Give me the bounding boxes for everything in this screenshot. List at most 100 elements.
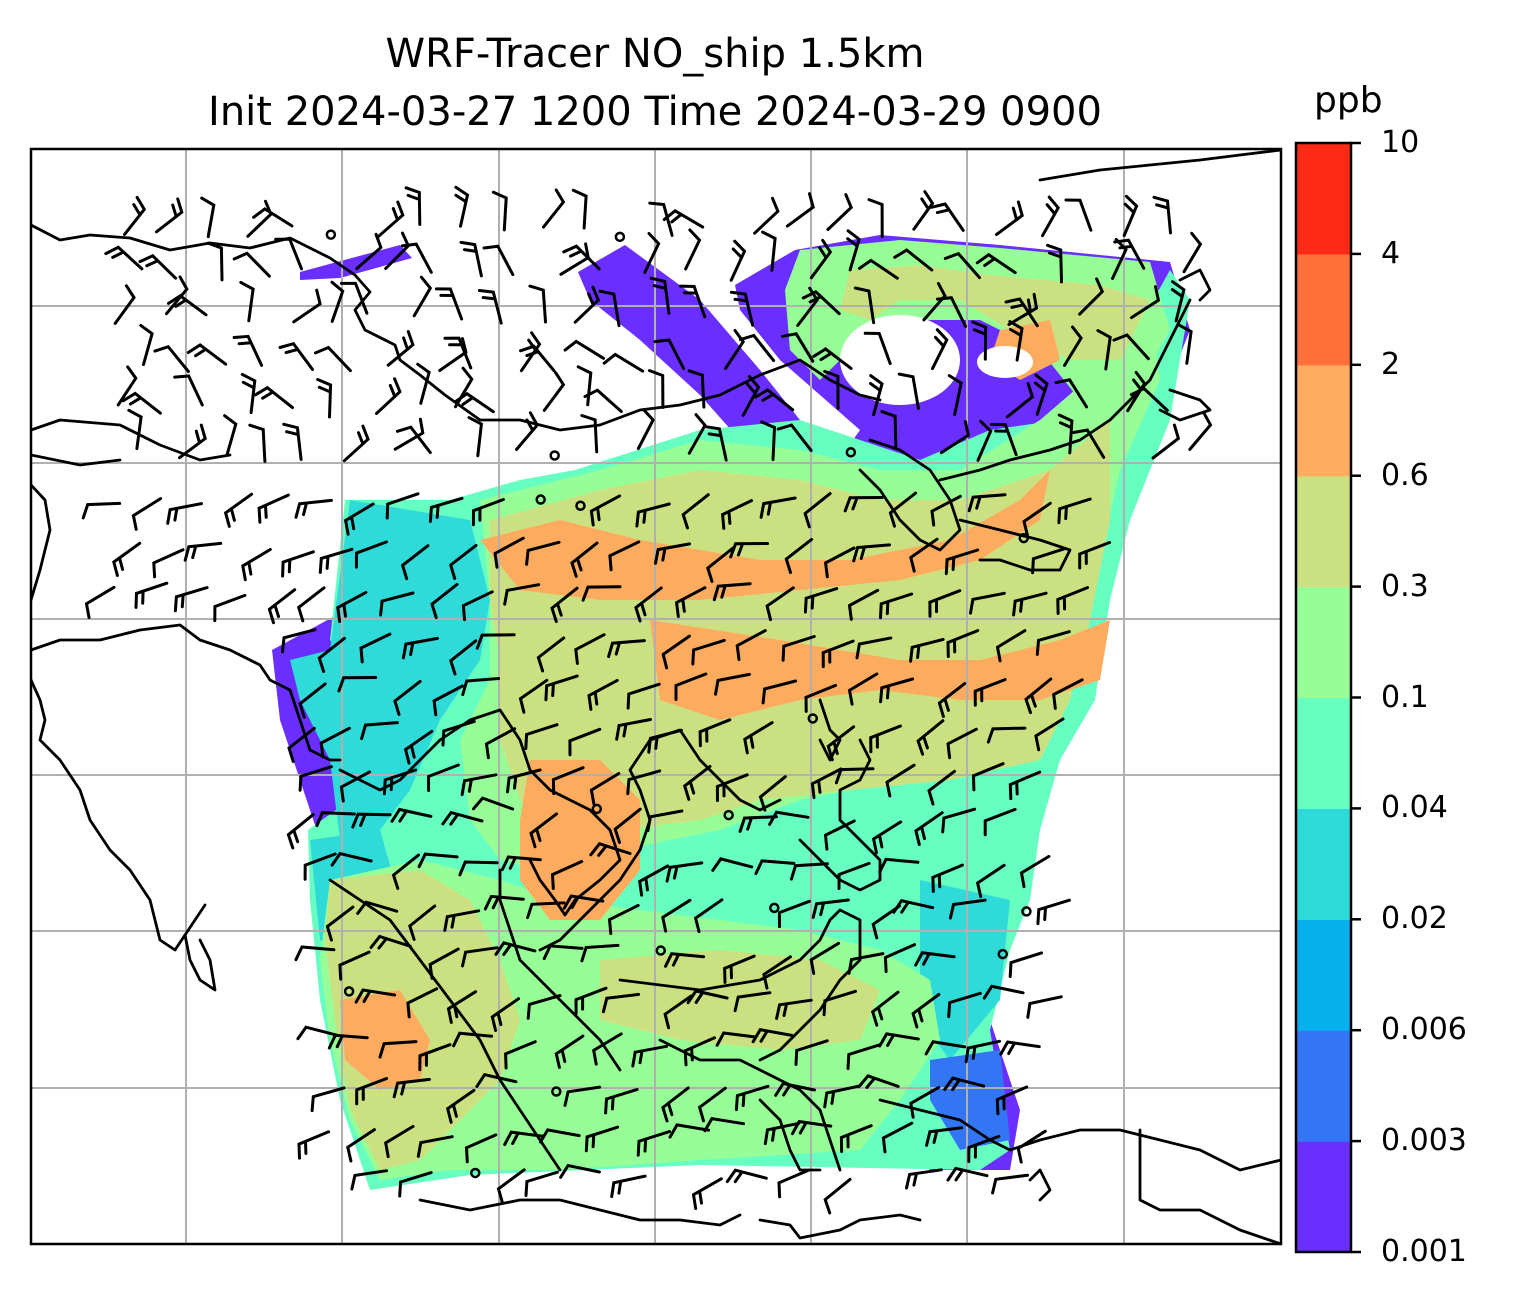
wind-barb <box>200 196 216 239</box>
wind-barb <box>330 851 373 867</box>
wind-barb <box>186 343 228 366</box>
wind-barb <box>947 991 982 1019</box>
wind-barb <box>443 909 481 932</box>
wind-barb <box>84 585 116 619</box>
wind-barb <box>604 1088 639 1115</box>
wind-barb <box>571 188 588 230</box>
wind-barb <box>296 586 326 623</box>
wind-barb <box>303 852 337 881</box>
wind-barb <box>909 1085 941 1119</box>
wind-barb <box>403 729 434 765</box>
wind-barb <box>1007 292 1039 326</box>
wind-barb <box>964 1039 1001 1064</box>
wind-barb <box>232 251 271 278</box>
wind-barb <box>947 374 963 416</box>
wind-barb <box>528 284 547 324</box>
wind-barb <box>763 1121 801 1146</box>
wind-barb <box>1026 995 1063 1019</box>
wind-barb <box>173 586 209 613</box>
wind-barb <box>139 323 154 366</box>
wind-barb <box>248 423 267 463</box>
wind-barb <box>892 899 935 914</box>
coastline-segment-22 <box>938 298 1192 482</box>
wind-barb <box>292 288 322 324</box>
wind-barb <box>648 201 674 237</box>
wind-barb <box>375 377 402 415</box>
wind-barb <box>1188 411 1213 451</box>
wind-barb <box>393 417 425 451</box>
wind-barb <box>664 952 706 968</box>
wind-barb <box>386 330 415 367</box>
wind-barb <box>810 767 843 800</box>
coastline-segment-26 <box>1028 1168 1052 1202</box>
wind-barb <box>753 196 780 235</box>
wind-barb <box>812 347 853 370</box>
wind-barb <box>526 994 562 1020</box>
wind-barb <box>935 296 967 328</box>
wind-barb <box>724 329 746 370</box>
wind-barb <box>400 544 430 581</box>
wind-barb-calm <box>1018 532 1030 544</box>
wind-barb <box>246 199 273 238</box>
wind-barb <box>1052 678 1084 710</box>
coastline-segment-21 <box>858 438 962 552</box>
wind-barb <box>668 1123 711 1139</box>
wind-barb <box>735 629 767 662</box>
coastline-segment-5 <box>31 678 207 952</box>
wind-barb <box>494 941 537 956</box>
wind-barb <box>615 718 652 741</box>
wind-barb <box>360 721 399 741</box>
wind-barb <box>649 276 671 315</box>
wind-barb <box>454 391 495 414</box>
wind-barb <box>924 1040 967 1056</box>
wind-barb <box>493 536 525 569</box>
wind-barb <box>576 365 593 407</box>
wind-barb <box>943 251 981 280</box>
wind-barb <box>1182 231 1203 274</box>
wind-barb <box>359 632 392 664</box>
wind-barb <box>461 946 499 968</box>
wind-barb <box>173 374 204 407</box>
wind-barb <box>430 582 459 620</box>
wind-barb <box>337 676 378 693</box>
wind-barb <box>686 989 729 1005</box>
wind-barb <box>1129 386 1169 412</box>
wind-barb <box>336 590 368 623</box>
wind-barb <box>607 903 640 935</box>
wind-barb <box>1008 320 1024 362</box>
wind-barb <box>506 768 542 794</box>
wind-barb <box>298 765 333 792</box>
tracer-concentration-field <box>272 235 1190 1190</box>
colorbar-segment-3 <box>1296 808 1351 920</box>
wind-barb <box>1072 428 1106 459</box>
wind-barb <box>1057 413 1074 455</box>
wind-barb <box>811 898 850 919</box>
wind-barb <box>382 768 418 796</box>
wind-barb <box>294 498 333 519</box>
wind-barb <box>1041 195 1061 238</box>
wind-barb <box>471 498 505 527</box>
wind-barb <box>1016 1129 1047 1164</box>
wind-barb <box>550 586 579 623</box>
wind-barb <box>426 763 460 792</box>
coastline-segment-3 <box>31 483 52 602</box>
wind-barb <box>1033 373 1049 416</box>
wind-barb <box>484 727 517 760</box>
tracer-contour-cyan-6 <box>290 500 490 840</box>
wind-barb <box>711 857 754 872</box>
wind-barb <box>524 1170 559 1197</box>
coastline-segment-18 <box>1038 149 1281 182</box>
wind-barb <box>551 766 585 796</box>
wind-barb <box>408 904 437 941</box>
wind-barb <box>104 245 144 271</box>
coastline-segment-8 <box>498 868 622 1072</box>
coastline-segment-25 <box>758 1213 922 1240</box>
wind-barb <box>674 586 707 618</box>
wind-barb <box>589 494 622 527</box>
wind-barb <box>1046 243 1063 284</box>
coastline-segment-2 <box>31 453 122 467</box>
wind-barb <box>183 541 223 562</box>
wind-barb <box>646 809 684 833</box>
wind-barb <box>909 637 945 663</box>
wind-barb-calm <box>997 948 1009 960</box>
